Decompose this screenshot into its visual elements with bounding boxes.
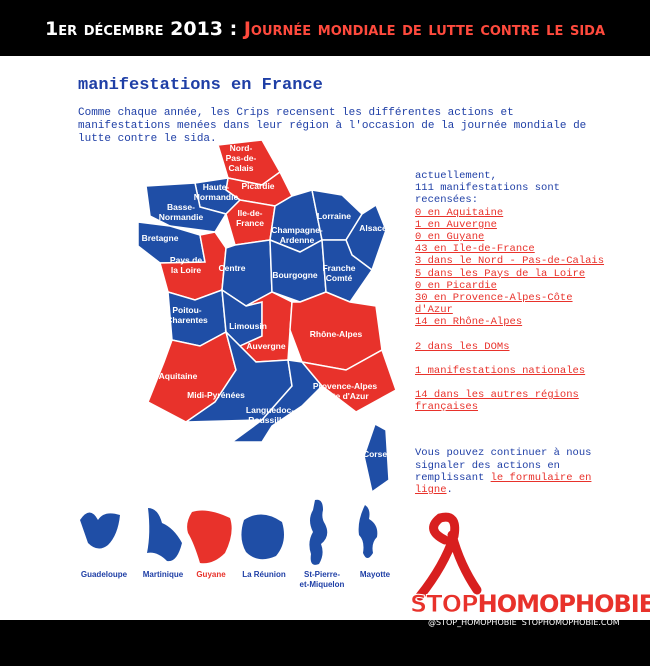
footer-note: Vous pouvez continuer à nous signaler de…	[415, 447, 615, 496]
stat-link[interactable]: 5 dans les Pays de la Loire	[415, 267, 586, 280]
region	[145, 182, 228, 233]
region-label: Aquitaine	[159, 371, 198, 381]
logo-stop: STOP	[410, 590, 480, 619]
region-label: Centre	[219, 263, 246, 273]
region-label: Limousin	[229, 321, 267, 331]
region-label: Corse	[363, 449, 387, 459]
region-label: Ile-de-France	[236, 208, 264, 228]
region-label: Alsace	[359, 223, 387, 233]
stat-link[interactable]: 3 dans le Nord - Pas-de-Calais	[415, 255, 605, 268]
summary: actuellement, 111 manifestations sont re…	[415, 170, 615, 496]
region-label: Picardie	[241, 181, 274, 191]
intro: Comme chaque année, les Crips recensent …	[78, 107, 587, 145]
overseas-label: La Réunion	[242, 570, 286, 579]
heading: manifestations en France	[78, 76, 323, 95]
region-label: Champagne-Ardenne	[271, 225, 323, 245]
ribbon	[415, 512, 482, 601]
overseas-label: Guadeloupe	[81, 570, 128, 579]
overseas-territory	[80, 512, 120, 549]
stat-link[interactable]: 0 en Picardie	[415, 279, 497, 292]
stat-link[interactable]: 43 en Ile-de-France	[415, 243, 535, 256]
region-label: Bourgogne	[272, 270, 318, 280]
logo-links: @STOP_HOMOPHOBIE STOPHOMOPHOBIE.COM	[428, 618, 620, 627]
overseas-territory	[358, 505, 378, 558]
region-label: Languedoc-Roussillon	[246, 405, 294, 425]
region-label: Rhône-Alpes	[310, 329, 363, 339]
footer-text: Vous pouvez continuer à nous signaler de…	[415, 447, 592, 484]
region	[300, 348, 397, 413]
stat-link[interactable]: 14 en Rhône-Alpes	[415, 316, 523, 329]
overseas-label: Martinique	[143, 570, 184, 579]
region-label: Auvergne	[246, 341, 285, 351]
overseas-territory	[187, 510, 232, 564]
stat-link[interactable]: 0 en Aquitaine	[415, 206, 504, 219]
overseas-label: Mayotte	[360, 570, 391, 579]
region	[363, 422, 390, 494]
region-label: Poitou-Charentes	[166, 305, 208, 325]
stat-link[interactable]: 1 en Auvergne	[415, 218, 497, 231]
logo: STOPHOMOPHOBIE	[410, 590, 650, 619]
header-title: Journée mondiale de lutte contre le sida	[243, 18, 606, 40]
stats: 0 en Aquitaine 1 en Auvergne 0 en Guyane 43…	[415, 207, 615, 329]
overseas-territory	[241, 514, 284, 560]
header: 1er décembre 2013 : Journée mondiale de …	[0, 18, 650, 40]
header-bar	[0, 0, 650, 56]
overseas-territory	[147, 508, 182, 562]
twitter: @STOP_HOMOPHOBIE	[428, 618, 517, 627]
region-label: Provence-Alpes Côte d'Azur	[313, 381, 378, 401]
region-label: Franche Comté	[322, 263, 355, 283]
region-label: Midi-Pyrénées	[187, 390, 245, 400]
footer-bar	[0, 620, 650, 666]
overseas-territory	[309, 499, 328, 565]
region-label: Haute-Normandie	[194, 182, 239, 202]
other-link[interactable]: 14 dans les autres régions françaises	[415, 389, 579, 414]
site: STOPHOMOPHOBIE.COM	[521, 618, 620, 627]
doms-link[interactable]: 2 dans les DOMs	[415, 340, 510, 353]
region-label: Pays de la Loire	[170, 255, 202, 275]
region-label: Basse-Normandie	[159, 202, 204, 222]
region-label: Nord-Pas-de-Calais	[226, 143, 257, 173]
stat-link[interactable]: 0 en Guyane	[415, 231, 485, 244]
overseas-label: Guyane	[196, 570, 226, 579]
summary-intro: actuellement, 111 manifestations sont re…	[415, 170, 560, 207]
date: 1er décembre 2013 :	[44, 18, 238, 40]
region-label: Lorraine	[317, 211, 351, 221]
footer-end: .	[446, 484, 453, 497]
national-link[interactable]: 1 manifestations nationales	[415, 364, 586, 377]
stat-link[interactable]: 30 en Provence-Alpes-Côte d'Azur	[415, 292, 573, 317]
logo-homophobie: HOMOPHOBIE	[477, 590, 650, 618]
overseas-label: St-Pierre-et-Miquelon	[300, 570, 345, 589]
form-link[interactable]: le formulaire en ligne	[415, 471, 592, 497]
region-label: Bretagne	[142, 233, 179, 243]
